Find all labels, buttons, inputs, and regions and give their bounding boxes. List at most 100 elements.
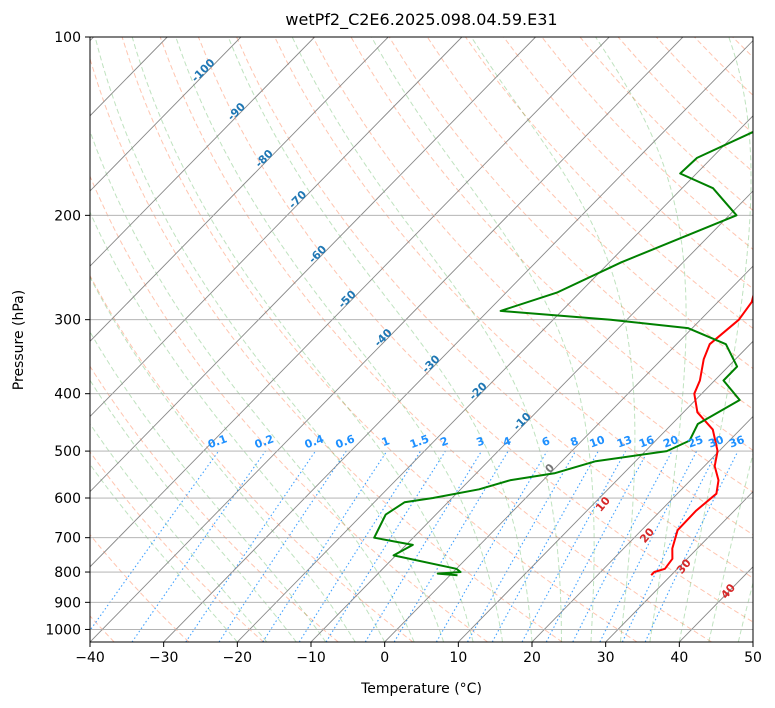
dry-adiabat-line <box>90 56 563 642</box>
moist-adiabat-line <box>131 37 474 642</box>
x-tick-label: −30 <box>149 650 179 666</box>
x-tick-label: −10 <box>296 650 326 666</box>
isotherm-line <box>605 491 753 642</box>
isotherm-label: -30 <box>419 352 442 375</box>
isotherm-label: -50 <box>336 288 359 311</box>
isotherm-line <box>90 37 684 642</box>
mixing-ratio-label: 30 <box>707 433 726 451</box>
y-tick-label: 300 <box>54 313 81 329</box>
y-tick-label: 800 <box>54 565 81 581</box>
mixing-ratio-label: 4 <box>501 434 513 449</box>
mixing-ratio-label: 8 <box>569 434 581 449</box>
moist-adiabat-line <box>737 581 753 642</box>
moist-adiabat-line <box>291 37 562 642</box>
dry-adiabat-line <box>197 37 753 623</box>
dry-adiabat-line <box>465 37 753 329</box>
series-lines <box>373 130 753 577</box>
mixing-ratio-line <box>218 450 347 642</box>
x-tick-label: 0 <box>380 650 389 666</box>
mixing-ratio-label: 1.5 <box>408 432 431 451</box>
dry-adiabat-line <box>579 37 753 212</box>
dry-adiabat-line <box>503 37 753 290</box>
moist-adiabat-line <box>90 330 327 642</box>
y-tick-label: 500 <box>54 444 81 460</box>
x-axis-label: Temperature (°C) <box>360 681 482 697</box>
mixing-ratio-label: 36 <box>727 433 746 451</box>
y-tick-label: 900 <box>54 595 81 611</box>
isotherm-line <box>531 415 753 642</box>
mixing-ratio-line <box>621 450 718 642</box>
dry-adiabat-line <box>90 451 264 642</box>
dry-adiabat-line <box>159 37 712 642</box>
mixing-ratio-line <box>491 450 599 642</box>
isotherm-line <box>90 37 463 418</box>
y-tick-label: 1000 <box>45 622 81 638</box>
moist-adiabat-line <box>90 210 386 642</box>
isotherm-line <box>679 566 753 642</box>
mixing-ratio-label: 13 <box>615 433 634 450</box>
mixing-ratio-line <box>545 450 649 642</box>
y-tick-label: 200 <box>54 208 81 224</box>
isotherm-label: -10 <box>511 410 534 433</box>
y-axis-ticks: 100 200 300 400 500 600 700 800 900 1000 <box>45 30 90 638</box>
mixing-ratio-line <box>467 450 577 642</box>
isotherm-label: -90 <box>225 100 248 123</box>
isotherm-label: -100 <box>189 56 218 85</box>
mixing-ratio-line <box>435 450 548 642</box>
moist-adiabat-line <box>470 37 636 642</box>
temperature-line <box>650 292 753 576</box>
moist-adiabat-line <box>175 37 503 642</box>
skewed-isotherms <box>90 37 753 642</box>
moist-adiabat-line <box>90 423 268 642</box>
isotherm-label: -40 <box>372 326 395 349</box>
mixing-ratio-line <box>298 450 422 642</box>
mixing-ratio-label: 3 <box>475 434 487 449</box>
moist-adiabat-line <box>90 463 238 642</box>
mixing-ratio-line <box>90 450 220 632</box>
dry-adiabat-line <box>236 37 753 579</box>
mixing-ratio-label: 0.6 <box>334 432 357 451</box>
isotherm-line <box>90 37 315 267</box>
isotherm-line <box>384 265 753 642</box>
x-tick-label: 20 <box>523 650 541 666</box>
mixing-ratio-line <box>364 450 483 642</box>
dry-adiabat-line <box>90 533 190 642</box>
x-tick-label: 30 <box>597 650 615 666</box>
dry-adiabat-line <box>388 37 753 410</box>
isotherm-line <box>90 37 610 568</box>
mixing-ratio-label: 0.1 <box>206 432 229 451</box>
isotherm-label: -80 <box>253 147 276 170</box>
dry-adiabat-line <box>274 37 753 536</box>
mixing-ratio-label: 2 <box>438 434 450 449</box>
y-tick-label: 400 <box>54 387 81 403</box>
x-tick-label: 50 <box>744 650 762 666</box>
mixing-ratio-label: 0.4 <box>303 432 326 451</box>
isotherm-label: -70 <box>286 188 309 211</box>
plot-area: -100-90-80-70-60-50-40-30-20-1000.1 0.2 0.… <box>90 37 775 642</box>
x-axis-ticks: −40 −30 −20 −10 0 10 20 30 40 50 <box>75 642 762 666</box>
mixing-ratio-label: 6 <box>540 434 552 449</box>
isotherm-line <box>237 115 753 642</box>
dry-adiabat-line <box>350 37 753 451</box>
y-tick-label: 700 <box>54 531 81 547</box>
mixing-ratio-label: 1 <box>380 434 392 449</box>
y-axis-label: Pressure (hPa) <box>11 290 27 390</box>
dry-adiabat-line <box>426 37 753 370</box>
isotherm-line <box>163 39 753 642</box>
moist-adiabat-line <box>94 37 445 642</box>
isotherm-line <box>458 340 753 642</box>
isotherm-line <box>90 37 536 493</box>
y-tick-label: 100 <box>54 30 81 46</box>
dry-adiabats <box>90 37 775 642</box>
isotherm-line <box>310 190 753 642</box>
plot-frame <box>89 36 754 643</box>
isotherm-label: -60 <box>306 242 329 265</box>
moist-adiabat-label: 10 <box>593 494 613 514</box>
x-tick-label: 10 <box>449 650 467 666</box>
moist-adiabat-line <box>90 276 356 642</box>
pressure-gridlines <box>90 37 753 630</box>
moist-adiabat-label: 20 <box>637 525 657 545</box>
moist-adiabat-line <box>90 379 297 642</box>
dry-adiabat-line <box>771 37 775 642</box>
